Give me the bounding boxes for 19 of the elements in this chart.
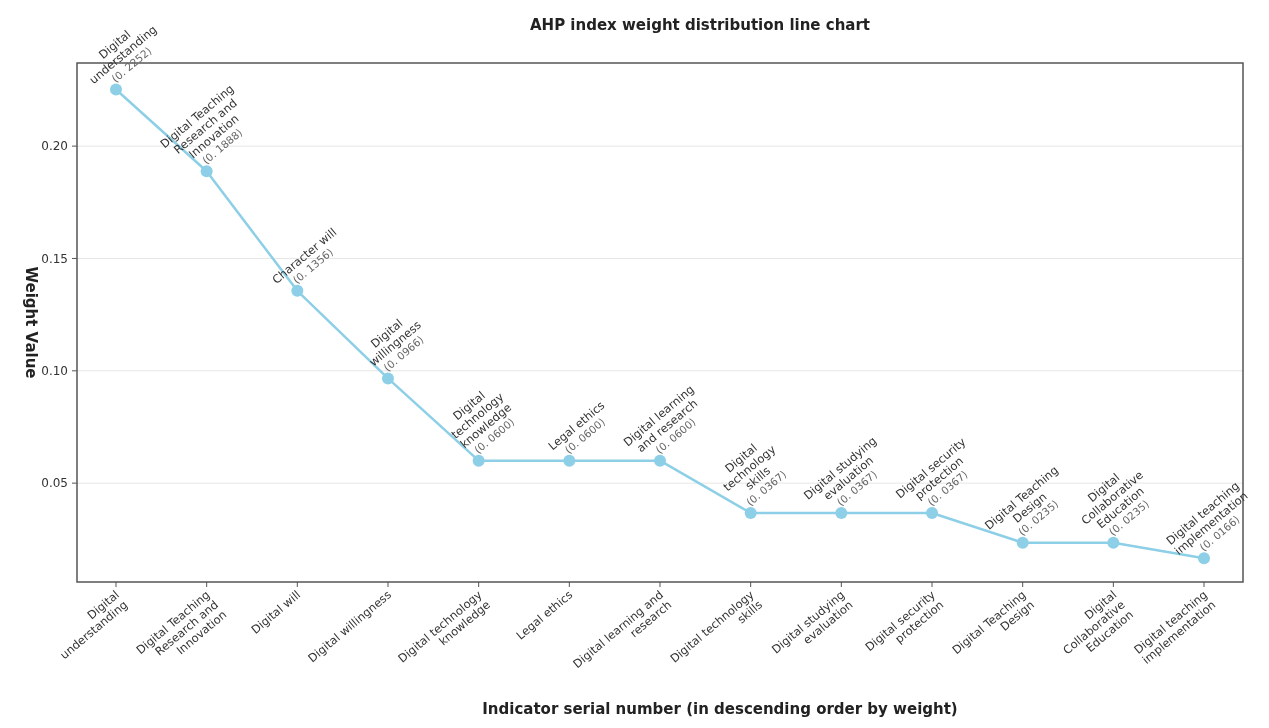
point (109, 83, 122, 96)
y-tick-label: 0.05 (41, 476, 68, 491)
point (291, 284, 304, 297)
point (200, 165, 213, 178)
point (1107, 536, 1120, 549)
point (926, 507, 939, 520)
y-tick-label: 0.15 (41, 251, 68, 266)
point (381, 372, 394, 385)
y-tick-label: 0.20 (41, 139, 68, 154)
point (835, 507, 848, 520)
point (472, 454, 485, 467)
y-axis-title: Weight Value (22, 266, 40, 379)
chart-title: AHP index weight distribution line chart (529, 16, 871, 34)
point (563, 454, 576, 467)
point (1016, 536, 1029, 549)
point (744, 507, 757, 520)
y-tick-label: 0.10 (41, 364, 68, 379)
x-axis-title: Indicator serial number (in descending order by weight) (482, 700, 958, 718)
point (654, 454, 666, 467)
